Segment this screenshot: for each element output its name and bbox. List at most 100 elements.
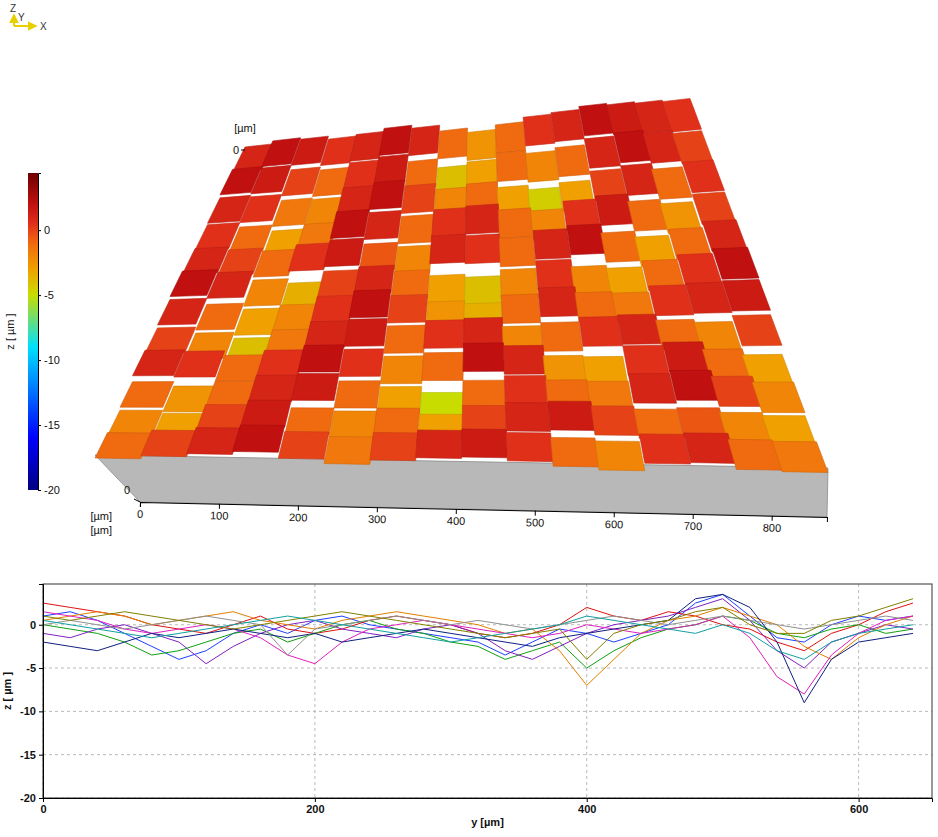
profile-line [43,616,913,659]
surface-cell [428,274,465,303]
surface-x-axis-tick-mark [219,504,220,509]
surface-cell [330,210,369,239]
y-axis-tick-mark [39,798,43,799]
y-axis-tick-mark [39,668,43,669]
surface-x-axis-tick: 100 [210,504,229,522]
surface-cell [503,345,545,374]
surface-cell [462,429,508,458]
surface-x-axis-tick-mark [614,512,615,517]
surface-cell [380,356,423,384]
surface-cell [253,249,296,277]
surface-cell [722,280,770,311]
surface-x-axis-title: [µm] [90,510,112,522]
colorbar-axis-tick-label: -15 [44,419,60,431]
surface-cell [551,110,584,142]
surface-cell [324,238,364,267]
profile-line [43,616,913,668]
surface-cell [256,350,304,377]
surface-cell [772,441,828,472]
surface-y-axis-title: [µm] [90,524,112,536]
profile-line [43,594,913,659]
surface-cell [628,374,676,404]
surface-cell [369,180,405,210]
surface-cell [232,425,284,452]
surface-x-axis-tick: 800 [763,516,782,534]
surface-cell [684,433,737,463]
y-axis-tick-mark [39,625,43,626]
surface-cell [682,160,724,193]
grid-line-y [43,624,932,625]
y-axis-tick-mark [39,711,43,712]
x-axis-tick: 200 [306,798,324,815]
surface-x-axis-tick-label: 800 [763,521,782,533]
surface-cell [500,268,538,298]
surface-cell [541,322,583,352]
surface-x-axis-tick: 0 [137,502,144,520]
colorbar-axis-tick: -15 [38,419,60,431]
surface-x-axis-tick: 600 [605,512,624,530]
surface-cell [555,145,590,177]
surface-cell [384,325,426,353]
surface-x-axis: 0100200300400500600700800 [137,502,827,535]
colorbar-axis-tick: 0 [38,224,50,236]
surface-cell [548,401,595,430]
x-axis-tick-mark [859,798,860,802]
surface-cell [344,318,387,346]
y-axis-tick-label: -5 [26,662,36,674]
colorbar-axis: 0-5-10-15-20 [38,174,60,497]
surface-cell [639,434,690,464]
colorbar-axis-tick-label: 0 [44,224,50,236]
surface-cell [579,316,623,346]
surface-cell [248,375,297,402]
colorbar-axis-tick-mark [38,490,41,491]
surface-cell [463,380,506,408]
surface-y-axis: 0 [124,484,140,502]
surface-cell [329,411,377,439]
surface-base [95,455,828,517]
x-axis: 0200400600 [40,798,932,815]
plot-frame [43,584,932,798]
surface-cell [408,125,439,156]
surface-cell [349,290,391,318]
surface-cell [617,314,662,344]
surface-cell [732,315,782,346]
surface-view [95,99,828,518]
surface-cell [387,294,427,323]
profile-line [43,616,913,655]
surface-y-tick-mark [134,499,140,502]
surface-cell [120,382,174,408]
surface-cell [364,210,401,239]
x-axis-tick-label: 400 [578,803,596,815]
surface-x-axis-tick-label: 500 [526,516,545,528]
surface-cell [466,204,500,234]
y-axis-tick: -15 [20,749,43,761]
surface-x-axis-tick-mark [772,516,773,521]
surface-cell [595,194,634,225]
surface-cell [567,224,606,255]
surface-cell [464,317,504,346]
surface-cell [291,373,339,400]
surface-cell [538,287,579,317]
x-axis-tick-mark [587,798,588,802]
surface-x-axis-tick-mark [377,507,378,512]
surface-z-tick-label: 0 [233,144,239,156]
surface-cell [551,437,599,467]
surface-cell [379,125,412,155]
y-axis-tick: 0 [30,619,43,631]
surface-x-axis-tick: 400 [447,509,466,527]
surface-cell [496,150,528,181]
surface-x-axis-tick-label: 700 [684,520,703,532]
surface-cell [373,408,419,436]
x-axis-line [44,799,933,803]
surface-cell [196,303,244,330]
surface-z-axis: 0 [233,144,245,156]
y-axis-tick-label: 0 [30,619,36,631]
surface-cell [601,231,642,262]
surface-cell [591,406,639,436]
surface-y-tick-label: 0 [124,484,130,496]
surface-x-axis-tick-label: 600 [605,518,624,530]
triad-label: Z [10,3,16,14]
colorbar-axis-tick-label: -20 [44,484,60,496]
x-axis-tick: 600 [850,798,868,815]
triad-label: X [40,21,47,32]
